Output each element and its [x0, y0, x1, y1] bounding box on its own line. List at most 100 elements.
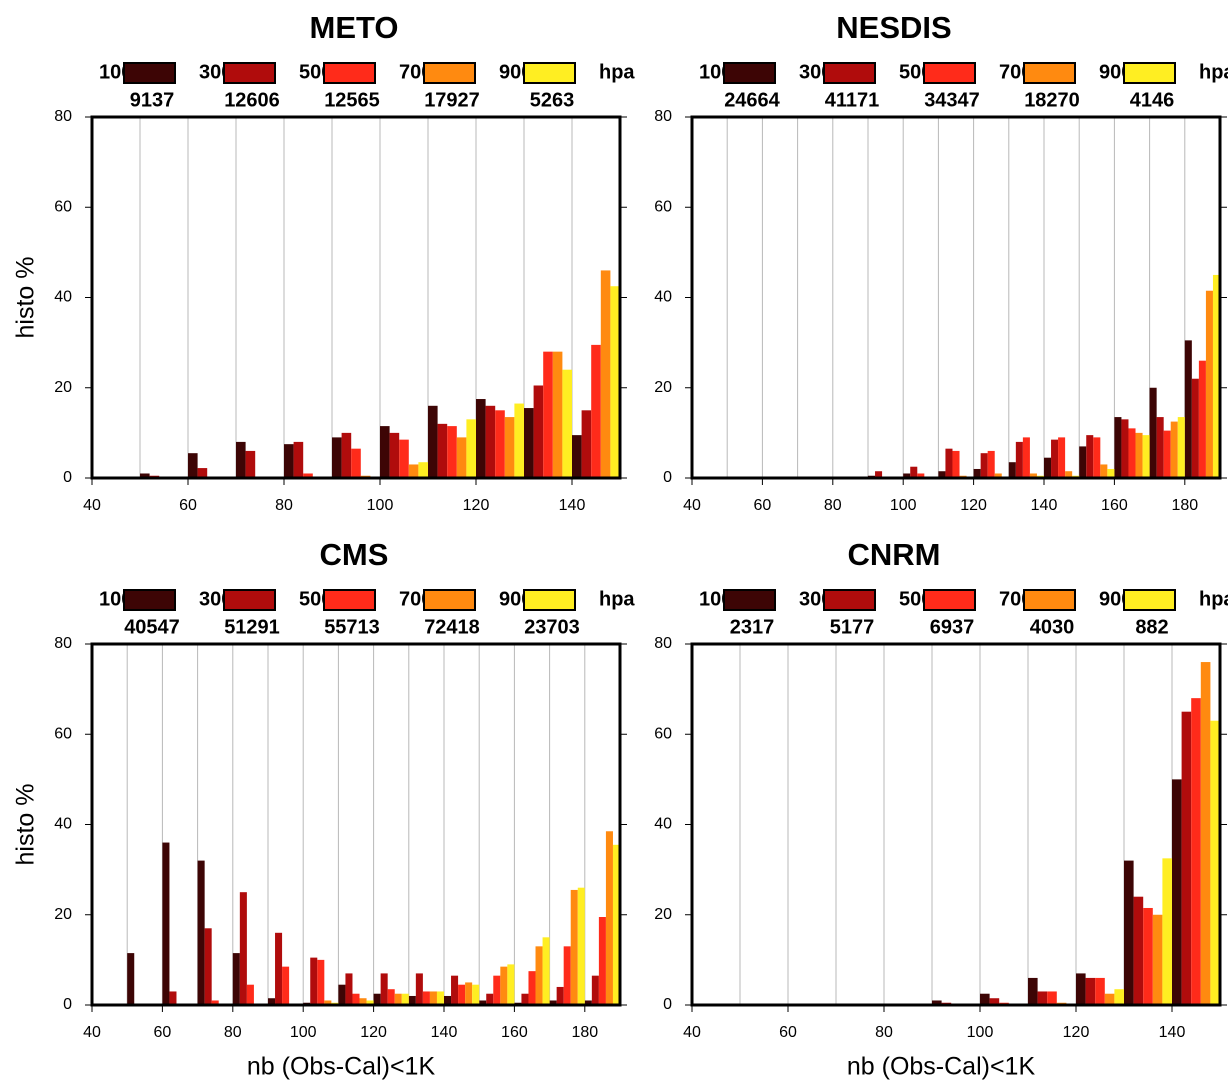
bar [1022, 437, 1030, 478]
bar [973, 468, 981, 478]
legend-swatch [523, 62, 576, 84]
chart-title: CMS [320, 537, 389, 572]
bar [612, 844, 620, 1005]
y-axis-label: histo % [12, 784, 40, 866]
bar [581, 410, 592, 478]
legend-label: hpa [1199, 61, 1228, 83]
legend-swatch [123, 589, 176, 611]
bar [610, 286, 620, 478]
x-tick-label: 140 [1159, 1024, 1186, 1041]
y-tick-label: 80 [54, 635, 72, 652]
bar [533, 385, 544, 478]
bar [493, 975, 501, 1005]
y-tick-label: 40 [54, 289, 72, 306]
bar [562, 369, 572, 478]
bar [598, 917, 606, 1005]
bar [232, 953, 240, 1005]
bar [239, 892, 247, 1005]
bar [903, 473, 911, 478]
bar [1058, 437, 1066, 478]
y-tick-label: 80 [54, 108, 72, 125]
legend-label: hpa [599, 588, 635, 610]
bar [1093, 437, 1101, 478]
bar [1181, 711, 1192, 1005]
bar [1142, 435, 1150, 478]
bar [437, 423, 448, 478]
bar [1037, 991, 1048, 1005]
bar [204, 928, 212, 1005]
x-tick-label: 160 [1101, 497, 1128, 514]
bar [458, 984, 466, 1005]
bar [528, 971, 536, 1005]
bar [366, 1000, 374, 1005]
bar [246, 984, 254, 1005]
legend-swatch [223, 62, 276, 84]
bar [332, 437, 342, 478]
bar [591, 344, 601, 478]
bar [466, 419, 476, 478]
legend-swatch [723, 62, 776, 84]
bar [605, 831, 613, 1005]
bar [373, 993, 381, 1005]
bar [1177, 417, 1185, 478]
bar [1047, 991, 1057, 1005]
bar [303, 473, 313, 478]
bar [197, 468, 208, 478]
bar [352, 993, 360, 1005]
bar [552, 351, 563, 478]
bar [408, 995, 416, 1005]
bar [415, 973, 423, 1005]
bar [1044, 457, 1052, 478]
bar [394, 993, 402, 1005]
bar [600, 270, 611, 478]
bar [338, 984, 346, 1005]
bar [310, 957, 318, 1005]
bar [932, 1000, 942, 1005]
bar [917, 473, 925, 478]
x-tick-label: 120 [463, 497, 490, 514]
legend-count: 2317 [730, 616, 775, 638]
bar [1135, 432, 1143, 478]
bar [1200, 662, 1211, 1005]
y-tick-label: 20 [54, 906, 72, 923]
y-tick-label: 0 [663, 996, 672, 1013]
x-tick-label: 160 [501, 1024, 528, 1041]
bar [535, 946, 543, 1005]
bar [197, 860, 205, 1005]
bar [500, 966, 508, 1005]
bar [472, 984, 480, 1005]
bar [456, 437, 467, 478]
bar [293, 441, 304, 478]
bar [1086, 435, 1094, 478]
bar [1128, 428, 1136, 478]
bar [1124, 860, 1134, 1005]
legend-count: 12565 [324, 89, 380, 111]
bar [341, 432, 352, 478]
bar [542, 937, 550, 1005]
legend-swatch [323, 589, 376, 611]
bar [938, 471, 946, 478]
legend-swatch [423, 589, 476, 611]
bar [543, 351, 553, 478]
legend-swatch [1023, 589, 1076, 611]
bar [1076, 973, 1086, 1005]
bar [479, 1000, 487, 1005]
bar [162, 842, 170, 1005]
x-tick-label: 120 [960, 497, 987, 514]
y-tick-label: 40 [654, 289, 672, 306]
chart-title: CNRM [848, 537, 941, 572]
bar [418, 462, 428, 478]
legend-count: 17927 [424, 89, 480, 111]
legend-swatch [823, 62, 876, 84]
plot-frame [690, 115, 1222, 480]
bar [1051, 439, 1059, 478]
x-axis-label: nb (Obs-Cal)<1K [247, 1053, 436, 1081]
bar [521, 993, 529, 1005]
legend-swatch [823, 589, 876, 611]
x-tick-label: 60 [179, 497, 197, 514]
y-tick-label: 0 [663, 469, 672, 486]
bar [1121, 419, 1129, 478]
y-tick-label: 0 [63, 996, 72, 1013]
